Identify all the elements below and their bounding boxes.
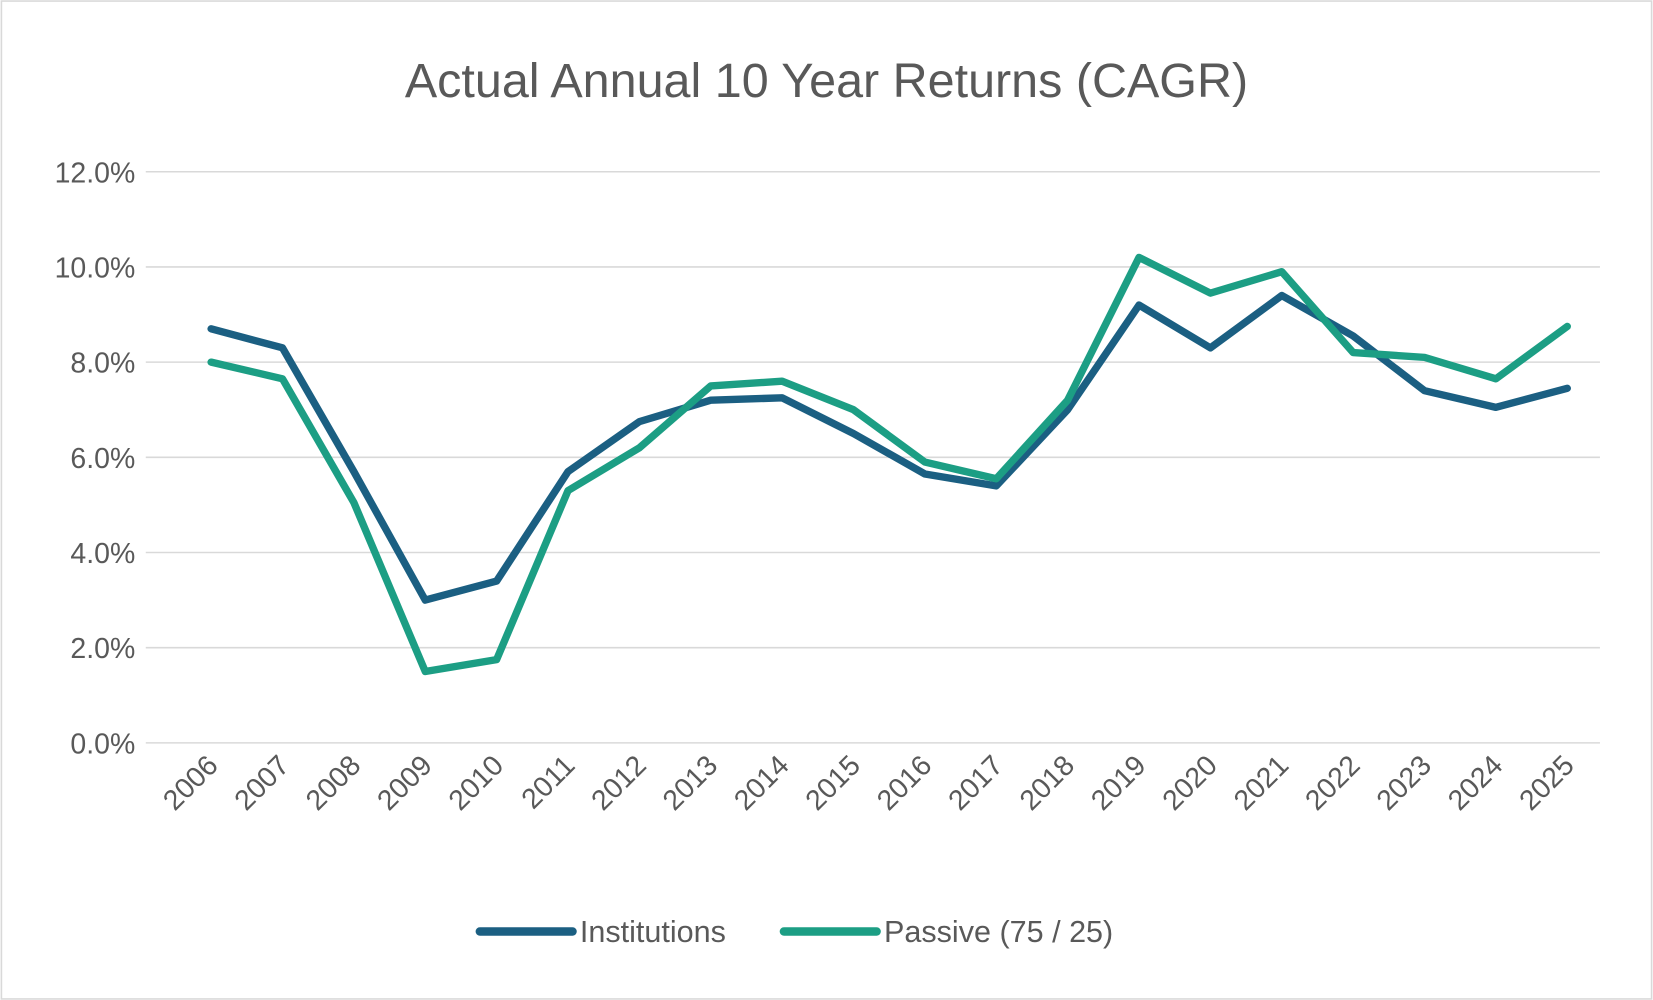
chart-title: Actual Annual 10 Year Returns (CAGR) [405,54,1248,108]
legend-label: Institutions [580,915,726,949]
series-line [207,291,1571,604]
y-tick-label: 0.0% [70,728,135,760]
y-tick-label: 4.0% [70,538,135,570]
legend-item: Institutions [475,915,726,949]
legend-label: Passive (75 / 25) [884,915,1113,949]
series-line [207,253,1571,676]
y-tick-label: 10.0% [55,252,136,284]
y-tick-label: 8.0% [70,348,135,380]
y-tick-label: 12.0% [55,157,136,189]
legend-item: Passive (75 / 25) [779,915,1113,949]
y-tick-label: 2.0% [70,633,135,665]
y-tick-label: 6.0% [70,443,135,475]
